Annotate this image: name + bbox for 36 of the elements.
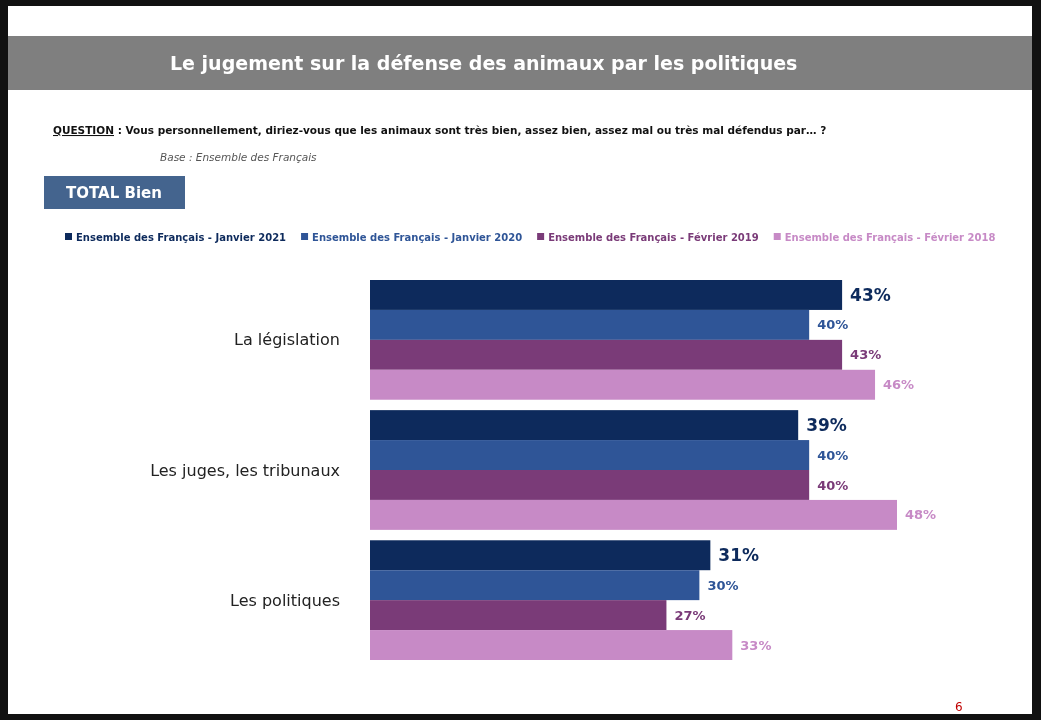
text: Base : Ensemble des Français <box>160 151 318 163</box>
data-label: 46% <box>883 377 915 393</box>
bar <box>370 309 810 340</box>
y-tick-label: Les politiques <box>230 590 340 610</box>
data-label: 27% <box>674 607 706 623</box>
bar <box>370 339 843 370</box>
bar <box>370 499 897 530</box>
data-label: 40% <box>817 477 849 493</box>
text: TOTAL Bien <box>66 184 162 202</box>
bar <box>370 570 700 601</box>
data-label: 43% <box>850 284 891 305</box>
y-tick-label: Les juges, les tribunaux <box>150 460 340 480</box>
data-label: 33% <box>740 637 772 653</box>
data-label: 30% <box>707 577 739 593</box>
bar <box>370 369 876 400</box>
y-tick-label: La législation <box>234 330 340 350</box>
data-label: 43% <box>850 347 882 363</box>
legend-label: Ensemble des Français - Février 2018 <box>784 232 996 243</box>
bar <box>370 410 799 441</box>
chart-subtitle: QUESTION : Vous personnellement, diriez-vous que les animaux sont très bien, assez bien, assez mal ou très mal défendus par… ? <box>53 124 827 136</box>
bar <box>370 470 810 500</box>
legend-label: Ensemble des Français - Février 2019 <box>548 232 759 243</box>
data-label: 48% <box>905 507 937 523</box>
bar <box>370 600 667 631</box>
text: 6 <box>955 700 963 714</box>
data-label: 40% <box>817 447 849 463</box>
bar <box>370 630 733 660</box>
legend-label: Ensemble des Français - Janvier 2021 <box>76 232 287 243</box>
data-label: 31% <box>718 545 760 566</box>
data-label: 39% <box>806 415 847 436</box>
bar <box>370 280 843 310</box>
chart-title: Le jugement sur la défense des animaux par les politiques <box>170 52 798 74</box>
data-label: 40% <box>817 317 849 333</box>
bar <box>370 540 711 571</box>
bar <box>370 440 810 470</box>
legend-label: Ensemble des Français - Janvier 2020 <box>312 232 523 243</box>
